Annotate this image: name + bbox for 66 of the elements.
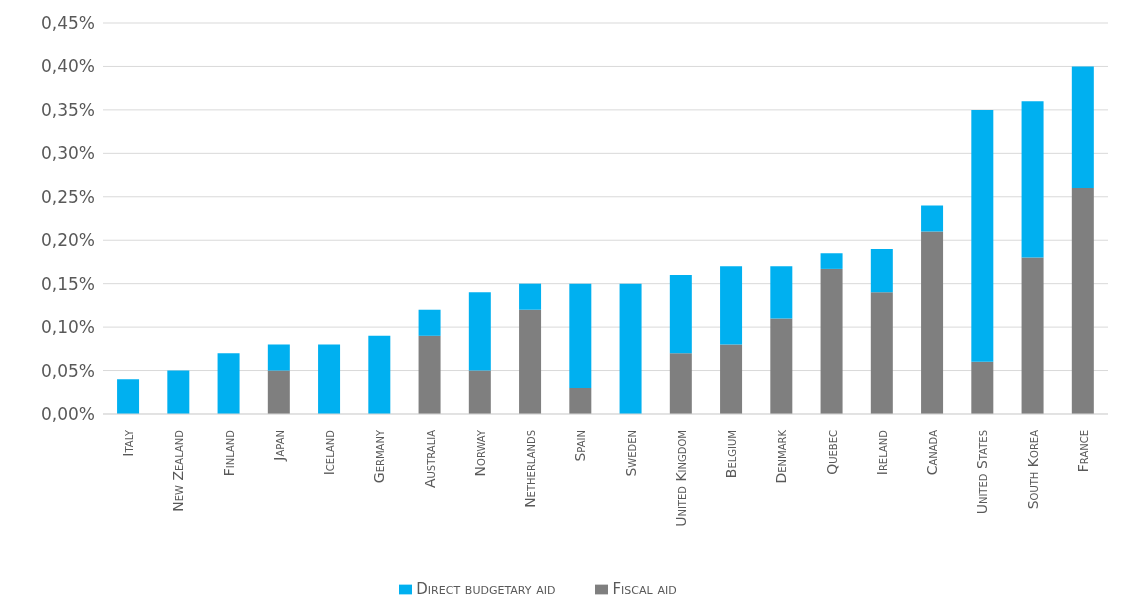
bar: [267, 370, 290, 414]
bar: [418, 335, 441, 414]
legend-label: Direct budgetary aid: [416, 580, 556, 598]
bar: [770, 266, 793, 319]
x-tick-label: Ireland: [873, 429, 890, 476]
bar: [569, 387, 592, 414]
bar: [921, 205, 944, 232]
bar: [770, 318, 793, 414]
x-tick-label: Finland: [220, 429, 237, 477]
bar: [870, 292, 893, 414]
x-tick-label: United States: [974, 430, 991, 515]
x-tick-label: Australia: [421, 429, 438, 489]
y-tick-label: 0,35%: [40, 99, 95, 120]
y-tick-label: 0,45%: [40, 13, 95, 34]
bar: [418, 309, 441, 336]
y-tick-label: 0,30%: [40, 143, 95, 164]
bar: [971, 361, 994, 414]
bar: [1021, 257, 1044, 414]
bar: [669, 353, 692, 414]
x-tick-label: United Kingdom: [672, 430, 689, 527]
bar: [720, 344, 743, 414]
y-tick-label: 0,25%: [40, 186, 95, 207]
x-tick-label: Iceland: [321, 429, 338, 476]
x-tick-label: Germany: [371, 429, 388, 484]
bar: [971, 109, 994, 362]
x-tick-label: Japan: [270, 430, 287, 462]
bar: [519, 309, 542, 414]
bar: [1071, 188, 1094, 414]
bar: [267, 344, 290, 371]
bar: [720, 266, 743, 345]
x-tick-label: Denmark: [773, 429, 790, 484]
y-tick-label: 0,40%: [40, 56, 95, 77]
bar: [368, 335, 391, 414]
x-tick-label: Canada: [924, 429, 941, 476]
bar: [619, 283, 642, 414]
bar: [468, 370, 491, 414]
bar: [1021, 101, 1044, 258]
bar: [1071, 66, 1094, 189]
bar: [468, 292, 491, 371]
x-tick-label: South Korea: [1024, 429, 1041, 510]
bar: [519, 283, 542, 310]
legend-label: Fiscal aid: [612, 580, 677, 598]
bar: [167, 370, 190, 414]
bar: [318, 344, 341, 414]
bar: [820, 253, 843, 269]
bar: [117, 379, 140, 414]
bar: [820, 268, 843, 414]
y-tick-label: 0,00%: [40, 404, 95, 425]
y-tick-label: 0,20%: [40, 230, 95, 251]
x-tick-label: Spain: [572, 430, 589, 462]
bar: [870, 248, 893, 293]
x-tick-label: France: [1074, 430, 1091, 473]
bar: [569, 283, 592, 388]
bar: [669, 274, 692, 354]
x-tick-label: Norway: [471, 429, 488, 477]
bar: [217, 353, 240, 414]
bar: [921, 231, 944, 414]
x-tick-label: Netherlands: [522, 430, 539, 508]
x-tick-label: Belgium: [723, 430, 740, 479]
y-tick-label: 0,05%: [40, 360, 95, 381]
x-tick-label: Quebec: [823, 429, 840, 475]
x-tick-label: New Zealand: [170, 429, 187, 512]
x-tick-label: Italy: [120, 429, 137, 457]
y-tick-label: 0,10%: [40, 317, 95, 338]
x-tick-label: Sweden: [622, 430, 639, 477]
y-tick-label: 0,15%: [40, 273, 95, 294]
